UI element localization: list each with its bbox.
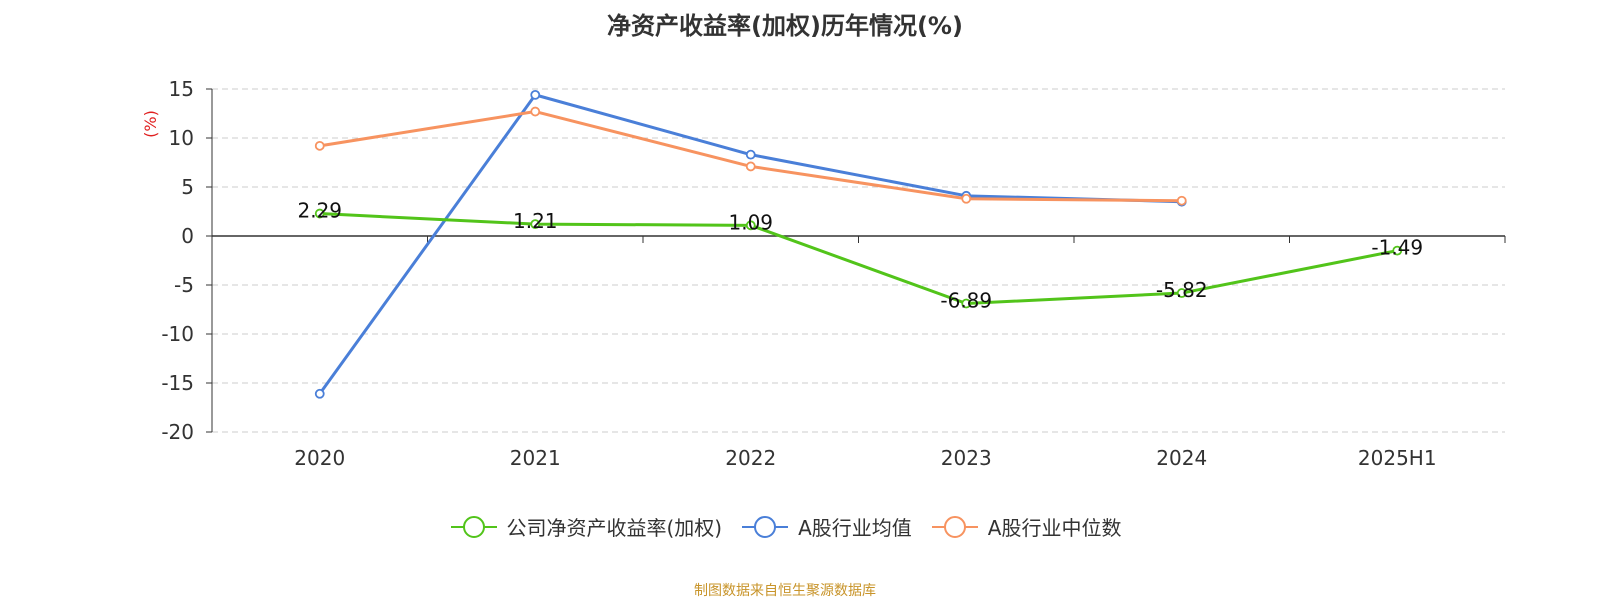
legend-marker-industry-median (931, 515, 978, 538)
y-axis-title: (%) (141, 110, 160, 138)
legend-label-company-roe: 公司净资产收益率(加权) (506, 516, 723, 540)
y-tick-label: -10 (161, 322, 194, 346)
y-tick-label: 15 (169, 77, 194, 101)
data-label: 1.09 (728, 210, 773, 234)
series-line (318, 93, 1182, 395)
chart-title: 净资产收益率(加权)历年情况(%) (607, 12, 963, 40)
y-tick-label: -15 (161, 371, 194, 395)
y-tick-label: 5 (181, 175, 194, 199)
legend-item-company-roe[interactable]: 公司净资产收益率(加权) (449, 512, 723, 541)
series-line (319, 212, 1398, 306)
x-tick-label: 2024 (1156, 446, 1207, 470)
data-point (1176, 288, 1187, 298)
data-point (530, 106, 541, 117)
data-point (1392, 245, 1403, 256)
x-tick-label: 2025H1 (1358, 446, 1437, 470)
data-point (745, 220, 756, 231)
y-tick-label: -5 (174, 273, 194, 297)
data-point (961, 298, 972, 309)
data-point (1176, 195, 1187, 206)
data-point (745, 149, 756, 160)
data-point (745, 161, 756, 172)
data-point (530, 89, 541, 100)
data-source-note: 制图数据来自恒生聚源数据库 (694, 583, 876, 599)
x-tick-label: 2022 (725, 446, 776, 470)
legend-item-industry-mean[interactable]: A股行业均值 (740, 512, 912, 541)
data-label: 2.29 (297, 199, 342, 223)
data-label: -1.49 (1371, 236, 1423, 260)
chart-legend: 公司净资产收益率(加权) A股行业均值 A股行业中位数 (0, 512, 1570, 541)
x-tick-label: 2023 (941, 446, 992, 470)
y-tick-label: 10 (169, 126, 194, 150)
data-point (314, 388, 325, 399)
data-label: -5.82 (1156, 278, 1208, 302)
legend-item-industry-median[interactable]: A股行业中位数 (930, 512, 1122, 541)
data-point (314, 140, 325, 151)
data-point (530, 219, 541, 230)
data-point (961, 193, 972, 204)
y-tick-label: -20 (161, 420, 194, 444)
legend-label-industry-median: A股行业中位数 (987, 516, 1122, 540)
x-tick-label: 2021 (510, 446, 561, 470)
x-tick-label: 2020 (294, 446, 345, 470)
y-tick-label: 0 (181, 224, 194, 248)
legend-marker-company-roe (450, 515, 497, 538)
data-point (314, 208, 325, 219)
legend-label-industry-mean: A股行业均值 (798, 516, 912, 540)
data-label: 1.21 (513, 209, 558, 233)
legend-marker-industry-mean (742, 515, 789, 538)
data-label: -6.89 (940, 289, 992, 313)
